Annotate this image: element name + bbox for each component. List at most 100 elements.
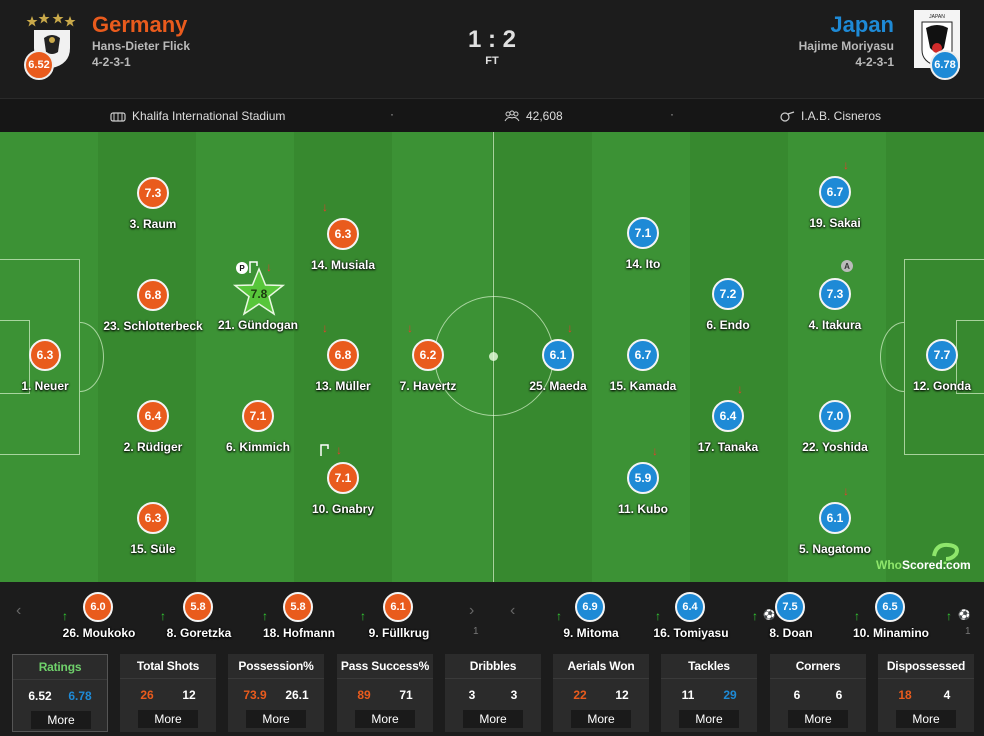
- sub-off-arrow-icon: ↓: [737, 382, 743, 396]
- more-button[interactable]: More: [788, 710, 848, 728]
- player-away[interactable]: 6.1 25. Maeda: [483, 339, 633, 399]
- player-home[interactable]: 6.3 15. Süle: [78, 502, 228, 562]
- sub-on-arrow-icon: ↑: [62, 609, 68, 623]
- more-button[interactable]: More: [31, 711, 91, 729]
- more-button[interactable]: More: [463, 710, 523, 728]
- player-home[interactable]: 7.1 6. Kimmich: [183, 400, 333, 460]
- player-name: 11. Kubo: [617, 502, 668, 516]
- stat-card-ratings[interactable]: Ratings 6.52 6.78 More: [12, 654, 108, 732]
- player-name: 17. Tanaka: [697, 440, 759, 454]
- sub-off-arrow-icon: ↓: [652, 444, 658, 458]
- home-formation: 4-2-3-1: [92, 55, 131, 69]
- more-button[interactable]: More: [138, 710, 198, 728]
- player-name: 16. Tomiyasu: [653, 626, 729, 640]
- home-team-name[interactable]: Germany: [92, 12, 188, 37]
- more-button[interactable]: More: [679, 710, 739, 728]
- player-away[interactable]: 6.7 15. Kamada: [568, 339, 718, 399]
- sub-player-away[interactable]: 6.5 10. Minamino: [836, 582, 946, 642]
- stat-home-value: 6.52: [28, 689, 52, 703]
- player-name: 5. Nagatomo: [798, 542, 871, 556]
- player-rating: 5.8: [283, 592, 313, 622]
- player-home[interactable]: 7.3 3. Raum: [78, 177, 228, 237]
- player-rating: 7.0: [819, 400, 851, 432]
- stat-card-pass-success[interactable]: Pass Success% 89 71 More: [337, 654, 433, 732]
- stadium-name: Khalifa International Stadium: [132, 109, 286, 123]
- sub-player-home[interactable]: 5.8 18. Hofmann: [244, 582, 354, 642]
- stats-panel: Ratings 6.52 6.78 More Total Shots 26 12 M…: [0, 642, 984, 736]
- more-button[interactable]: More: [355, 710, 415, 728]
- player-home-motm[interactable]: 21. Gündogan: [183, 278, 333, 338]
- sub-off-arrow-icon: ↓: [407, 321, 413, 335]
- sub-player-home[interactable]: 5.8 8. Goretzka: [144, 582, 254, 642]
- match-status: FT: [485, 55, 499, 67]
- match-score: 1 : 2: [467, 26, 517, 53]
- home-penalty-box: [0, 259, 80, 455]
- player-away[interactable]: 6.1 5. Nagatomo: [760, 502, 910, 562]
- player-name: 9. Mitoma: [563, 626, 619, 640]
- stat-home-value: 26: [140, 688, 154, 702]
- stat-away-value: 29: [723, 688, 737, 702]
- match-info-bar: Khalifa International Stadium · 42,608 ·…: [0, 98, 984, 132]
- player-away[interactable]: 7.3 4. Itakura: [760, 278, 910, 338]
- sub-player-away[interactable]: 6.4 16. Tomiyasu: [636, 582, 746, 642]
- sub-off-arrow-icon: ↓: [336, 443, 342, 457]
- attendance-info: 42,608: [504, 109, 563, 123]
- player-home[interactable]: 6.2 7. Havertz: [353, 339, 503, 399]
- stat-card-possession[interactable]: Possession% 73.9 26.1 More: [228, 654, 324, 732]
- sub-player-home[interactable]: 6.1 9. Füllkrug: [344, 582, 454, 642]
- stat-away-value: 12: [182, 688, 196, 702]
- player-away[interactable]: 5.9 11. Kubo: [568, 462, 718, 522]
- player-rating: 6.7: [627, 339, 659, 371]
- more-button[interactable]: More: [246, 710, 306, 728]
- home-subs-page: 1: [473, 626, 479, 637]
- player-away[interactable]: 7.1 14. Ito: [568, 217, 718, 277]
- more-button[interactable]: More: [896, 710, 956, 728]
- wm-part-b: Scored: [902, 558, 943, 572]
- player-away[interactable]: 6.7 19. Sakai: [760, 176, 910, 236]
- stat-away-value: 6: [835, 688, 843, 702]
- player-name: 21. Gündogan: [217, 318, 298, 332]
- chevron-right-icon[interactable]: ›: [469, 602, 475, 619]
- player-away[interactable]: 7.0 22. Yoshida: [760, 400, 910, 460]
- stat-card-aerials-won[interactable]: Aerials Won 22 12 More: [553, 654, 649, 732]
- match-header: 6.52 Germany Hans-Dieter Flick 4-2-3-1 1…: [0, 0, 984, 98]
- sub-player-away[interactable]: 6.9 9. Mitoma: [536, 582, 646, 642]
- player-rating: 7.2: [712, 278, 744, 310]
- chevron-left-icon[interactable]: ‹: [510, 602, 516, 619]
- substitution-card-icon: [320, 444, 329, 456]
- player-name: 26. Moukoko: [62, 626, 136, 640]
- player-away[interactable]: 7.7 12. Gonda: [867, 339, 984, 399]
- player-home[interactable]: 6.8 13. Müller: [268, 339, 418, 399]
- player-away[interactable]: 6.4 17. Tanaka: [653, 400, 803, 460]
- sub-on-arrow-icon: ↑: [262, 609, 268, 623]
- player-name: 9. Füllkrug: [368, 626, 430, 640]
- player-rating: 7.7: [926, 339, 958, 371]
- chevron-left-icon[interactable]: ‹: [16, 602, 22, 619]
- player-name: 6. Endo: [706, 318, 750, 332]
- stat-card-dispossessed[interactable]: Dispossessed 18 4 More: [878, 654, 974, 732]
- player-home[interactable]: 7.1 10. Gnabry: [268, 462, 418, 522]
- attendance-value: 42,608: [526, 109, 563, 123]
- player-home[interactable]: 6.4 2. Rüdiger: [78, 400, 228, 460]
- stat-card-corners[interactable]: Corners 6 6 More: [770, 654, 866, 732]
- sub-player-away[interactable]: 7.5 8. Doan: [736, 582, 846, 642]
- assist-badge-icon: A: [841, 260, 853, 272]
- away-team-name[interactable]: Japan: [830, 12, 894, 37]
- stadium-icon: [110, 112, 126, 122]
- stat-title: Dispossessed: [886, 659, 966, 673]
- stat-card-tackles[interactable]: Tackles 11 29 More: [661, 654, 757, 732]
- player-name: 19. Sakai: [809, 216, 861, 230]
- player-name: 4. Itakura: [808, 318, 862, 332]
- stat-title: Possession%: [238, 659, 314, 673]
- player-home[interactable]: 6.3 1. Neuer: [0, 339, 120, 399]
- player-home[interactable]: 6.8 23. Schlotterbeck: [78, 279, 228, 339]
- player-home[interactable]: 6.3 14. Musiala: [268, 218, 418, 278]
- player-away[interactable]: 7.2 6. Endo: [653, 278, 803, 338]
- stat-card-total-shots[interactable]: Total Shots 26 12 More: [120, 654, 216, 732]
- sub-player-home[interactable]: 6.0 26. Moukoko: [44, 582, 154, 642]
- stat-card-dribbles[interactable]: Dribbles 3 3 More: [445, 654, 541, 732]
- player-rating: 6.8: [327, 339, 359, 371]
- more-button[interactable]: More: [571, 710, 631, 728]
- stat-title: Corners: [795, 659, 841, 673]
- player-name: 14. Musiala: [310, 258, 376, 272]
